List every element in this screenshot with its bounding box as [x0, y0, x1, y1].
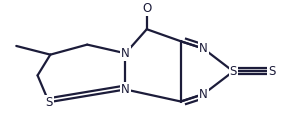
Text: N: N	[199, 88, 208, 101]
Text: S: S	[45, 96, 53, 109]
Text: S: S	[268, 65, 275, 78]
Text: O: O	[142, 2, 151, 15]
Text: N: N	[199, 42, 208, 55]
Text: N: N	[121, 47, 130, 60]
Text: N: N	[121, 83, 130, 96]
Text: S: S	[230, 65, 237, 78]
